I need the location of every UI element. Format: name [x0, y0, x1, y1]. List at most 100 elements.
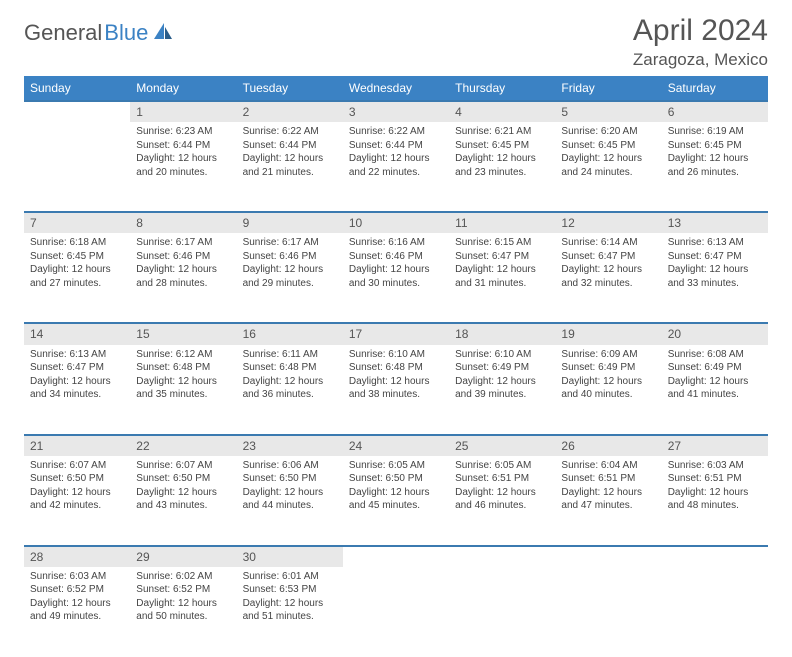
daylight-text: and 51 minutes. — [243, 610, 337, 624]
daylight-text: Daylight: 12 hours — [455, 263, 549, 277]
day-content-cell: Sunrise: 6:13 AMSunset: 6:47 PMDaylight:… — [662, 233, 768, 323]
sunrise-text: Sunrise: 6:08 AM — [668, 348, 762, 362]
daylight-text: and 31 minutes. — [455, 277, 549, 291]
day-number-cell: 14 — [24, 323, 130, 344]
daynum-row: 21222324252627 — [24, 435, 768, 456]
sunrise-text: Sunrise: 6:05 AM — [455, 459, 549, 473]
day-number-cell — [662, 546, 768, 567]
sunrise-text: Sunrise: 6:07 AM — [136, 459, 230, 473]
day-content-cell: Sunrise: 6:06 AMSunset: 6:50 PMDaylight:… — [237, 456, 343, 546]
sunrise-text: Sunrise: 6:02 AM — [136, 570, 230, 584]
sunrise-text: Sunrise: 6:05 AM — [349, 459, 443, 473]
sunset-text: Sunset: 6:45 PM — [668, 139, 762, 153]
sunrise-text: Sunrise: 6:12 AM — [136, 348, 230, 362]
day-number-cell: 6 — [662, 101, 768, 122]
sunrise-text: Sunrise: 6:01 AM — [243, 570, 337, 584]
day-number-cell: 28 — [24, 546, 130, 567]
day-content-cell: Sunrise: 6:23 AMSunset: 6:44 PMDaylight:… — [130, 122, 236, 212]
daylight-text: and 38 minutes. — [349, 388, 443, 402]
daylight-text: and 34 minutes. — [30, 388, 124, 402]
daynum-row: 78910111213 — [24, 212, 768, 233]
day-number-cell — [343, 546, 449, 567]
sunrise-text: Sunrise: 6:16 AM — [349, 236, 443, 250]
sunset-text: Sunset: 6:46 PM — [243, 250, 337, 264]
day-number-cell: 4 — [449, 101, 555, 122]
sunrise-text: Sunrise: 6:03 AM — [30, 570, 124, 584]
calendar-body: 123456Sunrise: 6:23 AMSunset: 6:44 PMDay… — [24, 101, 768, 657]
daylight-text: and 46 minutes. — [455, 499, 549, 513]
daylight-text: and 35 minutes. — [136, 388, 230, 402]
sunset-text: Sunset: 6:47 PM — [668, 250, 762, 264]
day-number-cell — [449, 546, 555, 567]
sunset-text: Sunset: 6:44 PM — [136, 139, 230, 153]
day-number-cell: 23 — [237, 435, 343, 456]
daylight-text: and 40 minutes. — [561, 388, 655, 402]
day-content-cell: Sunrise: 6:16 AMSunset: 6:46 PMDaylight:… — [343, 233, 449, 323]
sunrise-text: Sunrise: 6:22 AM — [349, 125, 443, 139]
content-row: Sunrise: 6:13 AMSunset: 6:47 PMDaylight:… — [24, 345, 768, 435]
sunrise-text: Sunrise: 6:14 AM — [561, 236, 655, 250]
day-number-cell: 5 — [555, 101, 661, 122]
sunrise-text: Sunrise: 6:13 AM — [668, 236, 762, 250]
location-label: Zaragoza, Mexico — [633, 50, 768, 70]
daylight-text: Daylight: 12 hours — [30, 486, 124, 500]
sunrise-text: Sunrise: 6:06 AM — [243, 459, 337, 473]
sunset-text: Sunset: 6:52 PM — [136, 583, 230, 597]
daylight-text: Daylight: 12 hours — [561, 152, 655, 166]
day-content-cell: Sunrise: 6:11 AMSunset: 6:48 PMDaylight:… — [237, 345, 343, 435]
day-number-cell: 16 — [237, 323, 343, 344]
day-number-cell: 11 — [449, 212, 555, 233]
daylight-text: and 30 minutes. — [349, 277, 443, 291]
sunset-text: Sunset: 6:52 PM — [30, 583, 124, 597]
daylight-text: Daylight: 12 hours — [455, 152, 549, 166]
sunset-text: Sunset: 6:51 PM — [561, 472, 655, 486]
day-content-cell — [24, 122, 130, 212]
daylight-text: Daylight: 12 hours — [561, 375, 655, 389]
daylight-text: Daylight: 12 hours — [349, 263, 443, 277]
daylight-text: and 24 minutes. — [561, 166, 655, 180]
daylight-text: and 23 minutes. — [455, 166, 549, 180]
daylight-text: Daylight: 12 hours — [455, 486, 549, 500]
day-content-cell: Sunrise: 6:05 AMSunset: 6:51 PMDaylight:… — [449, 456, 555, 546]
day-number-cell: 30 — [237, 546, 343, 567]
sunset-text: Sunset: 6:50 PM — [243, 472, 337, 486]
sunrise-text: Sunrise: 6:03 AM — [668, 459, 762, 473]
daylight-text: Daylight: 12 hours — [668, 375, 762, 389]
daylight-text: Daylight: 12 hours — [136, 375, 230, 389]
sunrise-text: Sunrise: 6:23 AM — [136, 125, 230, 139]
month-title: April 2024 — [633, 14, 768, 48]
daylight-text: Daylight: 12 hours — [349, 152, 443, 166]
sunset-text: Sunset: 6:49 PM — [455, 361, 549, 375]
day-content-cell: Sunrise: 6:07 AMSunset: 6:50 PMDaylight:… — [24, 456, 130, 546]
day-header: Thursday — [449, 76, 555, 101]
day-content-cell: Sunrise: 6:22 AMSunset: 6:44 PMDaylight:… — [343, 122, 449, 212]
sunrise-text: Sunrise: 6:22 AM — [243, 125, 337, 139]
calendar-head: SundayMondayTuesdayWednesdayThursdayFrid… — [24, 76, 768, 101]
sunset-text: Sunset: 6:51 PM — [668, 472, 762, 486]
daylight-text: Daylight: 12 hours — [136, 152, 230, 166]
daylight-text: and 44 minutes. — [243, 499, 337, 513]
daylight-text: and 49 minutes. — [30, 610, 124, 624]
daylight-text: Daylight: 12 hours — [455, 375, 549, 389]
sunset-text: Sunset: 6:51 PM — [455, 472, 549, 486]
day-content-cell: Sunrise: 6:19 AMSunset: 6:45 PMDaylight:… — [662, 122, 768, 212]
sail-icon — [152, 21, 174, 46]
sunrise-text: Sunrise: 6:17 AM — [136, 236, 230, 250]
logo: GeneralBlue — [24, 20, 174, 46]
daylight-text: and 39 minutes. — [455, 388, 549, 402]
sunset-text: Sunset: 6:48 PM — [243, 361, 337, 375]
day-number-cell: 3 — [343, 101, 449, 122]
daylight-text: and 26 minutes. — [668, 166, 762, 180]
daylight-text: Daylight: 12 hours — [136, 486, 230, 500]
calendar-table: SundayMondayTuesdayWednesdayThursdayFrid… — [24, 76, 768, 657]
day-content-cell: Sunrise: 6:04 AMSunset: 6:51 PMDaylight:… — [555, 456, 661, 546]
daylight-text: and 29 minutes. — [243, 277, 337, 291]
daylight-text: Daylight: 12 hours — [561, 263, 655, 277]
logo-text-blue: Blue — [104, 20, 148, 46]
day-content-cell: Sunrise: 6:13 AMSunset: 6:47 PMDaylight:… — [24, 345, 130, 435]
day-header-row: SundayMondayTuesdayWednesdayThursdayFrid… — [24, 76, 768, 101]
daylight-text: Daylight: 12 hours — [243, 263, 337, 277]
day-number-cell: 13 — [662, 212, 768, 233]
daynum-row: 123456 — [24, 101, 768, 122]
day-number-cell: 26 — [555, 435, 661, 456]
